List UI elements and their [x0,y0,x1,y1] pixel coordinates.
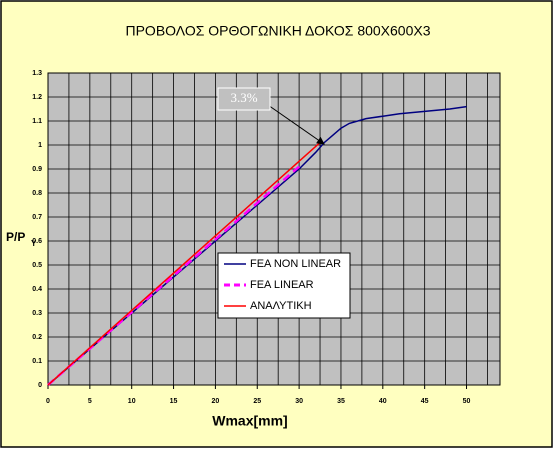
y-tick-label: 0.8 [32,190,42,197]
y-tick-label: 1 [38,142,42,149]
y-tick-label: 0.4 [32,286,42,293]
x-tick-label: 10 [128,398,136,405]
y-tick-label: 0.2 [32,334,42,341]
y-tick-label: 0.5 [32,262,42,269]
x-tick-label: 20 [212,398,220,405]
x-tick-label: 45 [421,398,429,405]
annotation-arrow [267,104,325,145]
series-line [47,142,321,386]
y-tick-label: 0.6 [32,238,42,245]
x-tick-label: 50 [463,398,471,405]
x-tick-label: 25 [253,398,261,405]
legend-label: FEA NON LINEAR [250,258,341,270]
y-tick-label: 0.1 [32,358,42,365]
y-tick-label: 1.2 [32,94,42,101]
plot-area [47,72,501,386]
x-tick-label: 15 [170,398,178,405]
y-axis-label: P/P [6,230,25,244]
y-tick-label: 1.1 [32,118,42,125]
legend-label: FEA LINEAR [250,279,314,291]
y-tick-label: 0 [38,382,42,389]
series-line [47,105,467,386]
chart-title: ΠΡΟΒΟΛΟΣ ΟΡΘΟΓΩΝΙΚΗ ΔΟΚΟΣ 800Χ600Χ3 [125,23,430,39]
y-tick-label: 0.7 [32,214,42,221]
annotation-box [217,87,271,111]
y-tick-label: 0.3 [32,310,42,317]
x-tick-label: 40 [379,398,387,405]
y-tick-label: 1.3 [32,70,42,77]
x-tick-label: 5 [88,398,92,405]
legend-label: ΑΝΑΛΥΤΙΚΗ [250,300,312,312]
x-tick-label: 35 [337,398,345,405]
annotation: 3.3% [230,90,257,105]
y-tick-label: 0.9 [32,166,42,173]
x-tick-label: 0 [46,398,50,405]
y-axis-label-subscript: Y [31,239,37,248]
x-tick-label: 30 [295,398,303,405]
x-axis-label: Wmax[mm] [212,413,287,429]
